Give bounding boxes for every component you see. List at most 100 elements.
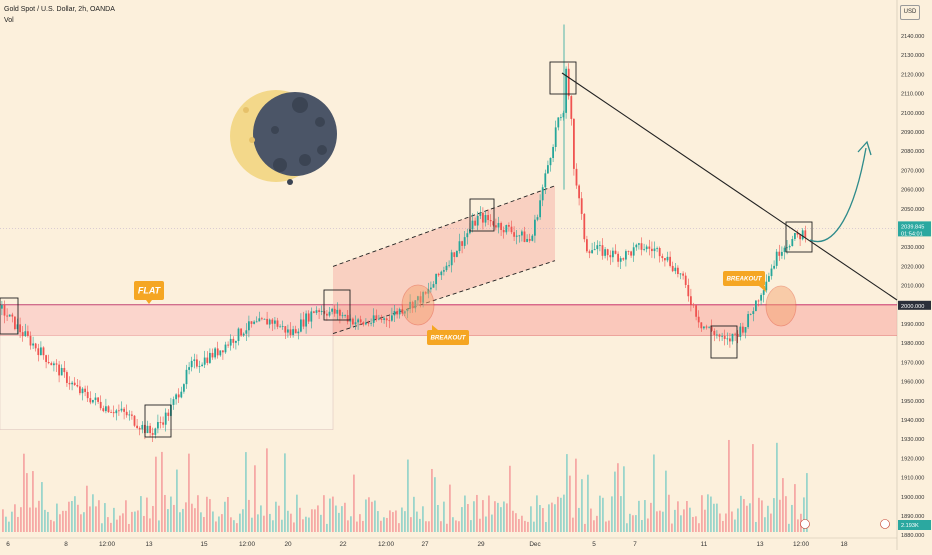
volume-bar bbox=[806, 473, 808, 532]
moon-crater bbox=[273, 158, 287, 172]
candle-body bbox=[404, 311, 406, 314]
volume-bar bbox=[110, 522, 112, 532]
candle-body bbox=[721, 335, 723, 337]
volume-bar bbox=[557, 496, 559, 532]
candle-body bbox=[97, 397, 99, 402]
candle-body bbox=[796, 232, 799, 235]
candle-body bbox=[804, 230, 807, 238]
volume-bar bbox=[29, 507, 31, 532]
candle-body bbox=[466, 233, 469, 238]
candle-body bbox=[482, 212, 484, 223]
candle-body bbox=[604, 249, 606, 256]
volume-bar bbox=[590, 508, 592, 532]
volume-bar bbox=[710, 496, 712, 532]
time-tick-label: 15 bbox=[200, 541, 208, 548]
candle-body bbox=[172, 399, 175, 405]
candle-body bbox=[318, 310, 320, 313]
volume-bar bbox=[464, 495, 466, 532]
current-price-tag-text: 01:54:01 bbox=[901, 231, 923, 237]
volume-bar bbox=[692, 516, 694, 532]
candle-body bbox=[669, 256, 671, 266]
volume-bar bbox=[416, 511, 418, 532]
time-tick-label: 11 bbox=[701, 541, 708, 548]
candle-body bbox=[435, 273, 437, 285]
candle-body bbox=[276, 320, 279, 327]
candle-body bbox=[362, 322, 365, 325]
volume-bar bbox=[245, 452, 247, 532]
currency-button[interactable]: USD bbox=[900, 5, 920, 20]
volume-bar bbox=[89, 506, 91, 532]
candle-body bbox=[120, 408, 123, 411]
us-flag-icon[interactable] bbox=[800, 519, 810, 529]
candle-body bbox=[92, 399, 94, 403]
volume-bar bbox=[11, 511, 13, 532]
volume-bar bbox=[35, 507, 37, 532]
volume-bar bbox=[320, 514, 322, 532]
candle-body bbox=[586, 239, 588, 252]
candle-body bbox=[193, 359, 196, 361]
volume-bar bbox=[566, 454, 568, 532]
volume-bar bbox=[620, 496, 622, 532]
candle-body bbox=[279, 326, 281, 328]
volume-bar bbox=[353, 474, 355, 532]
volume-bar bbox=[302, 519, 304, 532]
volume-bar bbox=[215, 521, 217, 532]
us-flag-icon[interactable] bbox=[880, 519, 890, 529]
candle-body bbox=[128, 414, 131, 416]
volume-bar bbox=[125, 500, 127, 532]
volume-bar bbox=[341, 506, 343, 532]
candle-body bbox=[664, 258, 666, 261]
volume-bar bbox=[434, 477, 436, 532]
volume-bar bbox=[410, 517, 412, 532]
volume-bar bbox=[203, 517, 205, 532]
price-tick-label: 2010.000 bbox=[901, 284, 924, 290]
volume-bar bbox=[494, 501, 496, 532]
volume-bar bbox=[311, 509, 313, 532]
volume-bar bbox=[563, 494, 565, 532]
candle-body bbox=[268, 319, 271, 325]
candle-body bbox=[710, 326, 713, 331]
volume-bar bbox=[440, 521, 442, 532]
candle-body bbox=[471, 220, 474, 230]
candle-body bbox=[601, 245, 604, 256]
candle-body bbox=[3, 305, 6, 316]
breakout-badge-1[interactable] bbox=[427, 330, 469, 345]
candle-body bbox=[749, 314, 752, 315]
flat-badge[interactable] bbox=[134, 281, 164, 300]
candle-body bbox=[679, 273, 682, 275]
candle-body bbox=[196, 359, 198, 367]
candle-body bbox=[653, 248, 656, 252]
candle-body bbox=[245, 330, 248, 334]
candle-body bbox=[596, 245, 599, 250]
volume-bar bbox=[560, 497, 562, 532]
candle-body bbox=[274, 320, 276, 324]
volume-bar bbox=[182, 508, 184, 532]
candle-body bbox=[487, 215, 489, 221]
breakout-badge-1-label: BREAKOUT bbox=[430, 335, 466, 342]
volume-bar bbox=[533, 521, 535, 532]
candle-body bbox=[162, 422, 164, 425]
volume-bar bbox=[761, 500, 763, 532]
volume-bar bbox=[290, 513, 292, 532]
candle-body bbox=[201, 364, 203, 367]
highlight-box bbox=[710, 325, 738, 359]
volume-bar bbox=[644, 500, 646, 532]
candle-body bbox=[154, 428, 157, 435]
candle-body bbox=[289, 329, 292, 335]
volume-bar bbox=[59, 514, 61, 532]
volume-bar bbox=[647, 518, 649, 532]
volume-bar bbox=[614, 471, 616, 532]
breakout-badge-2[interactable] bbox=[723, 271, 765, 286]
volume-bar bbox=[767, 505, 769, 532]
candle-body bbox=[775, 251, 778, 266]
volume-bar bbox=[251, 517, 253, 532]
volume-bar bbox=[365, 499, 367, 532]
volume-bar bbox=[14, 504, 16, 532]
price-axis[interactable] bbox=[897, 0, 932, 550]
candle-body bbox=[157, 422, 159, 429]
candle-body bbox=[183, 384, 185, 392]
candle-body bbox=[682, 273, 684, 276]
highlight-box bbox=[0, 297, 19, 335]
